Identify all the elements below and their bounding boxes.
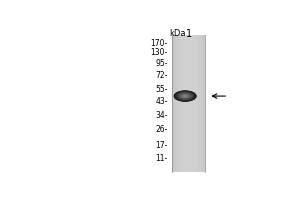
Bar <box>178 35 179 172</box>
Bar <box>173 35 174 172</box>
Bar <box>177 35 178 172</box>
Bar <box>172 35 173 172</box>
Ellipse shape <box>176 91 195 101</box>
Text: kDa: kDa <box>169 29 185 38</box>
Bar <box>198 35 199 172</box>
Ellipse shape <box>184 96 186 97</box>
Ellipse shape <box>183 95 188 97</box>
Bar <box>181 35 182 172</box>
Bar <box>186 35 187 172</box>
Ellipse shape <box>180 93 191 99</box>
Bar <box>191 35 192 172</box>
Text: 26-: 26- <box>155 125 168 134</box>
Ellipse shape <box>174 91 196 101</box>
Bar <box>201 35 202 172</box>
Bar <box>187 35 188 172</box>
Text: 72-: 72- <box>155 71 168 80</box>
Bar <box>192 35 193 172</box>
Text: 34-: 34- <box>155 111 168 120</box>
Bar <box>185 35 186 172</box>
Bar <box>179 35 180 172</box>
Ellipse shape <box>174 91 196 102</box>
Ellipse shape <box>178 93 192 100</box>
Bar <box>189 35 190 172</box>
Bar <box>184 35 185 172</box>
Bar <box>202 35 203 172</box>
Bar <box>194 35 195 172</box>
Bar <box>188 35 189 172</box>
Ellipse shape <box>176 92 194 100</box>
Bar <box>173 35 174 172</box>
Ellipse shape <box>173 90 197 102</box>
Ellipse shape <box>177 92 193 100</box>
Ellipse shape <box>183 95 187 97</box>
Text: 130-: 130- <box>151 48 168 57</box>
Bar <box>196 35 197 172</box>
Bar <box>179 35 180 172</box>
Bar <box>204 35 205 172</box>
Bar <box>197 35 198 172</box>
Text: 95-: 95- <box>155 59 168 68</box>
Text: 55-: 55- <box>155 85 168 94</box>
Ellipse shape <box>178 92 193 100</box>
Bar <box>203 35 204 172</box>
Ellipse shape <box>182 95 188 97</box>
Bar <box>195 35 196 172</box>
Bar <box>176 35 177 172</box>
Text: 1: 1 <box>186 29 192 39</box>
Ellipse shape <box>182 94 188 98</box>
Text: 17-: 17- <box>155 141 168 150</box>
Bar <box>190 35 191 172</box>
Ellipse shape <box>182 94 189 98</box>
Bar <box>183 35 184 172</box>
Bar <box>180 35 181 172</box>
Ellipse shape <box>179 93 191 99</box>
Bar <box>191 35 192 172</box>
Bar <box>174 35 175 172</box>
Ellipse shape <box>180 94 190 99</box>
Bar <box>175 35 176 172</box>
Text: 43-: 43- <box>155 97 168 106</box>
Text: 11-: 11- <box>155 154 168 163</box>
Ellipse shape <box>181 94 189 98</box>
Bar <box>202 35 203 172</box>
Bar <box>199 35 200 172</box>
Ellipse shape <box>176 91 194 101</box>
Ellipse shape <box>175 91 195 101</box>
Bar <box>204 35 205 172</box>
Bar <box>177 35 178 172</box>
Ellipse shape <box>184 95 187 97</box>
Bar <box>198 35 199 172</box>
Ellipse shape <box>178 93 192 99</box>
Ellipse shape <box>177 92 194 100</box>
Text: 170-: 170- <box>151 39 168 48</box>
Bar <box>200 35 201 172</box>
Bar <box>192 35 193 172</box>
Bar <box>182 35 183 172</box>
Ellipse shape <box>181 94 190 98</box>
Bar <box>193 35 194 172</box>
Bar <box>185 35 186 172</box>
